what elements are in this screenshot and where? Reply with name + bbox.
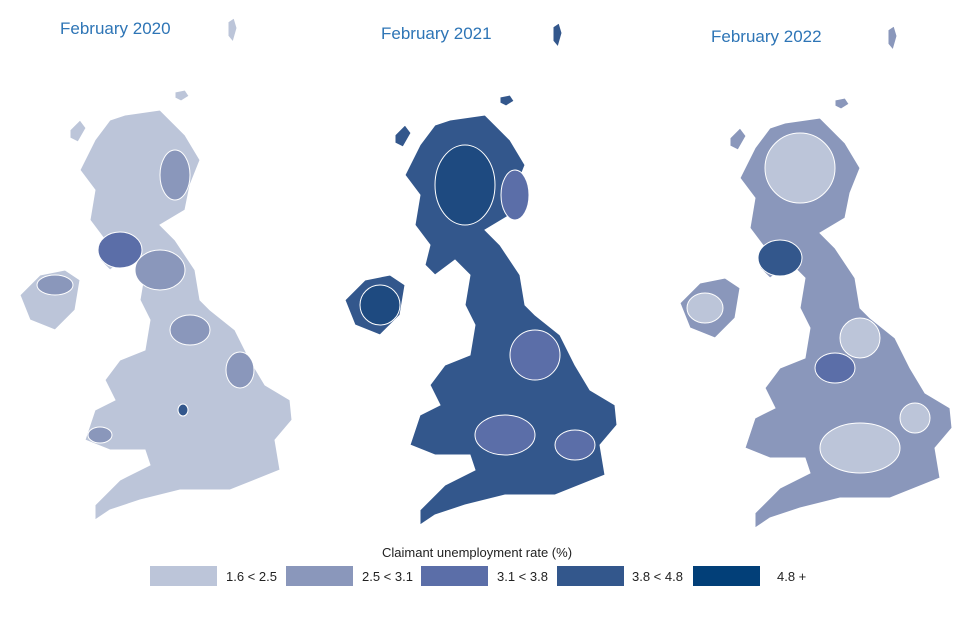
map-title-2021: February 2021 <box>381 24 492 43</box>
legend-swatch-1 <box>150 566 217 586</box>
map-2021 <box>344 22 618 526</box>
legend-label-3: 3.1 < 3.8 <box>497 569 548 584</box>
map-2020 <box>19 17 293 521</box>
legend-swatch-4 <box>557 566 624 586</box>
map-title-2020: February 2020 <box>60 19 171 38</box>
maps-canvas <box>19 17 953 529</box>
legend-label-5: 4.8 + <box>777 569 807 584</box>
legend-label-4: 3.8 < 4.8 <box>632 569 683 584</box>
legend-swatch-5 <box>693 566 760 586</box>
map-2022 <box>679 25 953 529</box>
legend-label-1: 1.6 < 2.5 <box>226 569 277 584</box>
legend-swatch-3 <box>421 566 488 586</box>
legend-title: Claimant unemployment rate (%) <box>382 545 573 560</box>
map-title-2022: February 2022 <box>711 27 822 46</box>
legend-label-2: 2.5 < 3.1 <box>362 569 413 584</box>
legend-swatch-2 <box>286 566 353 586</box>
